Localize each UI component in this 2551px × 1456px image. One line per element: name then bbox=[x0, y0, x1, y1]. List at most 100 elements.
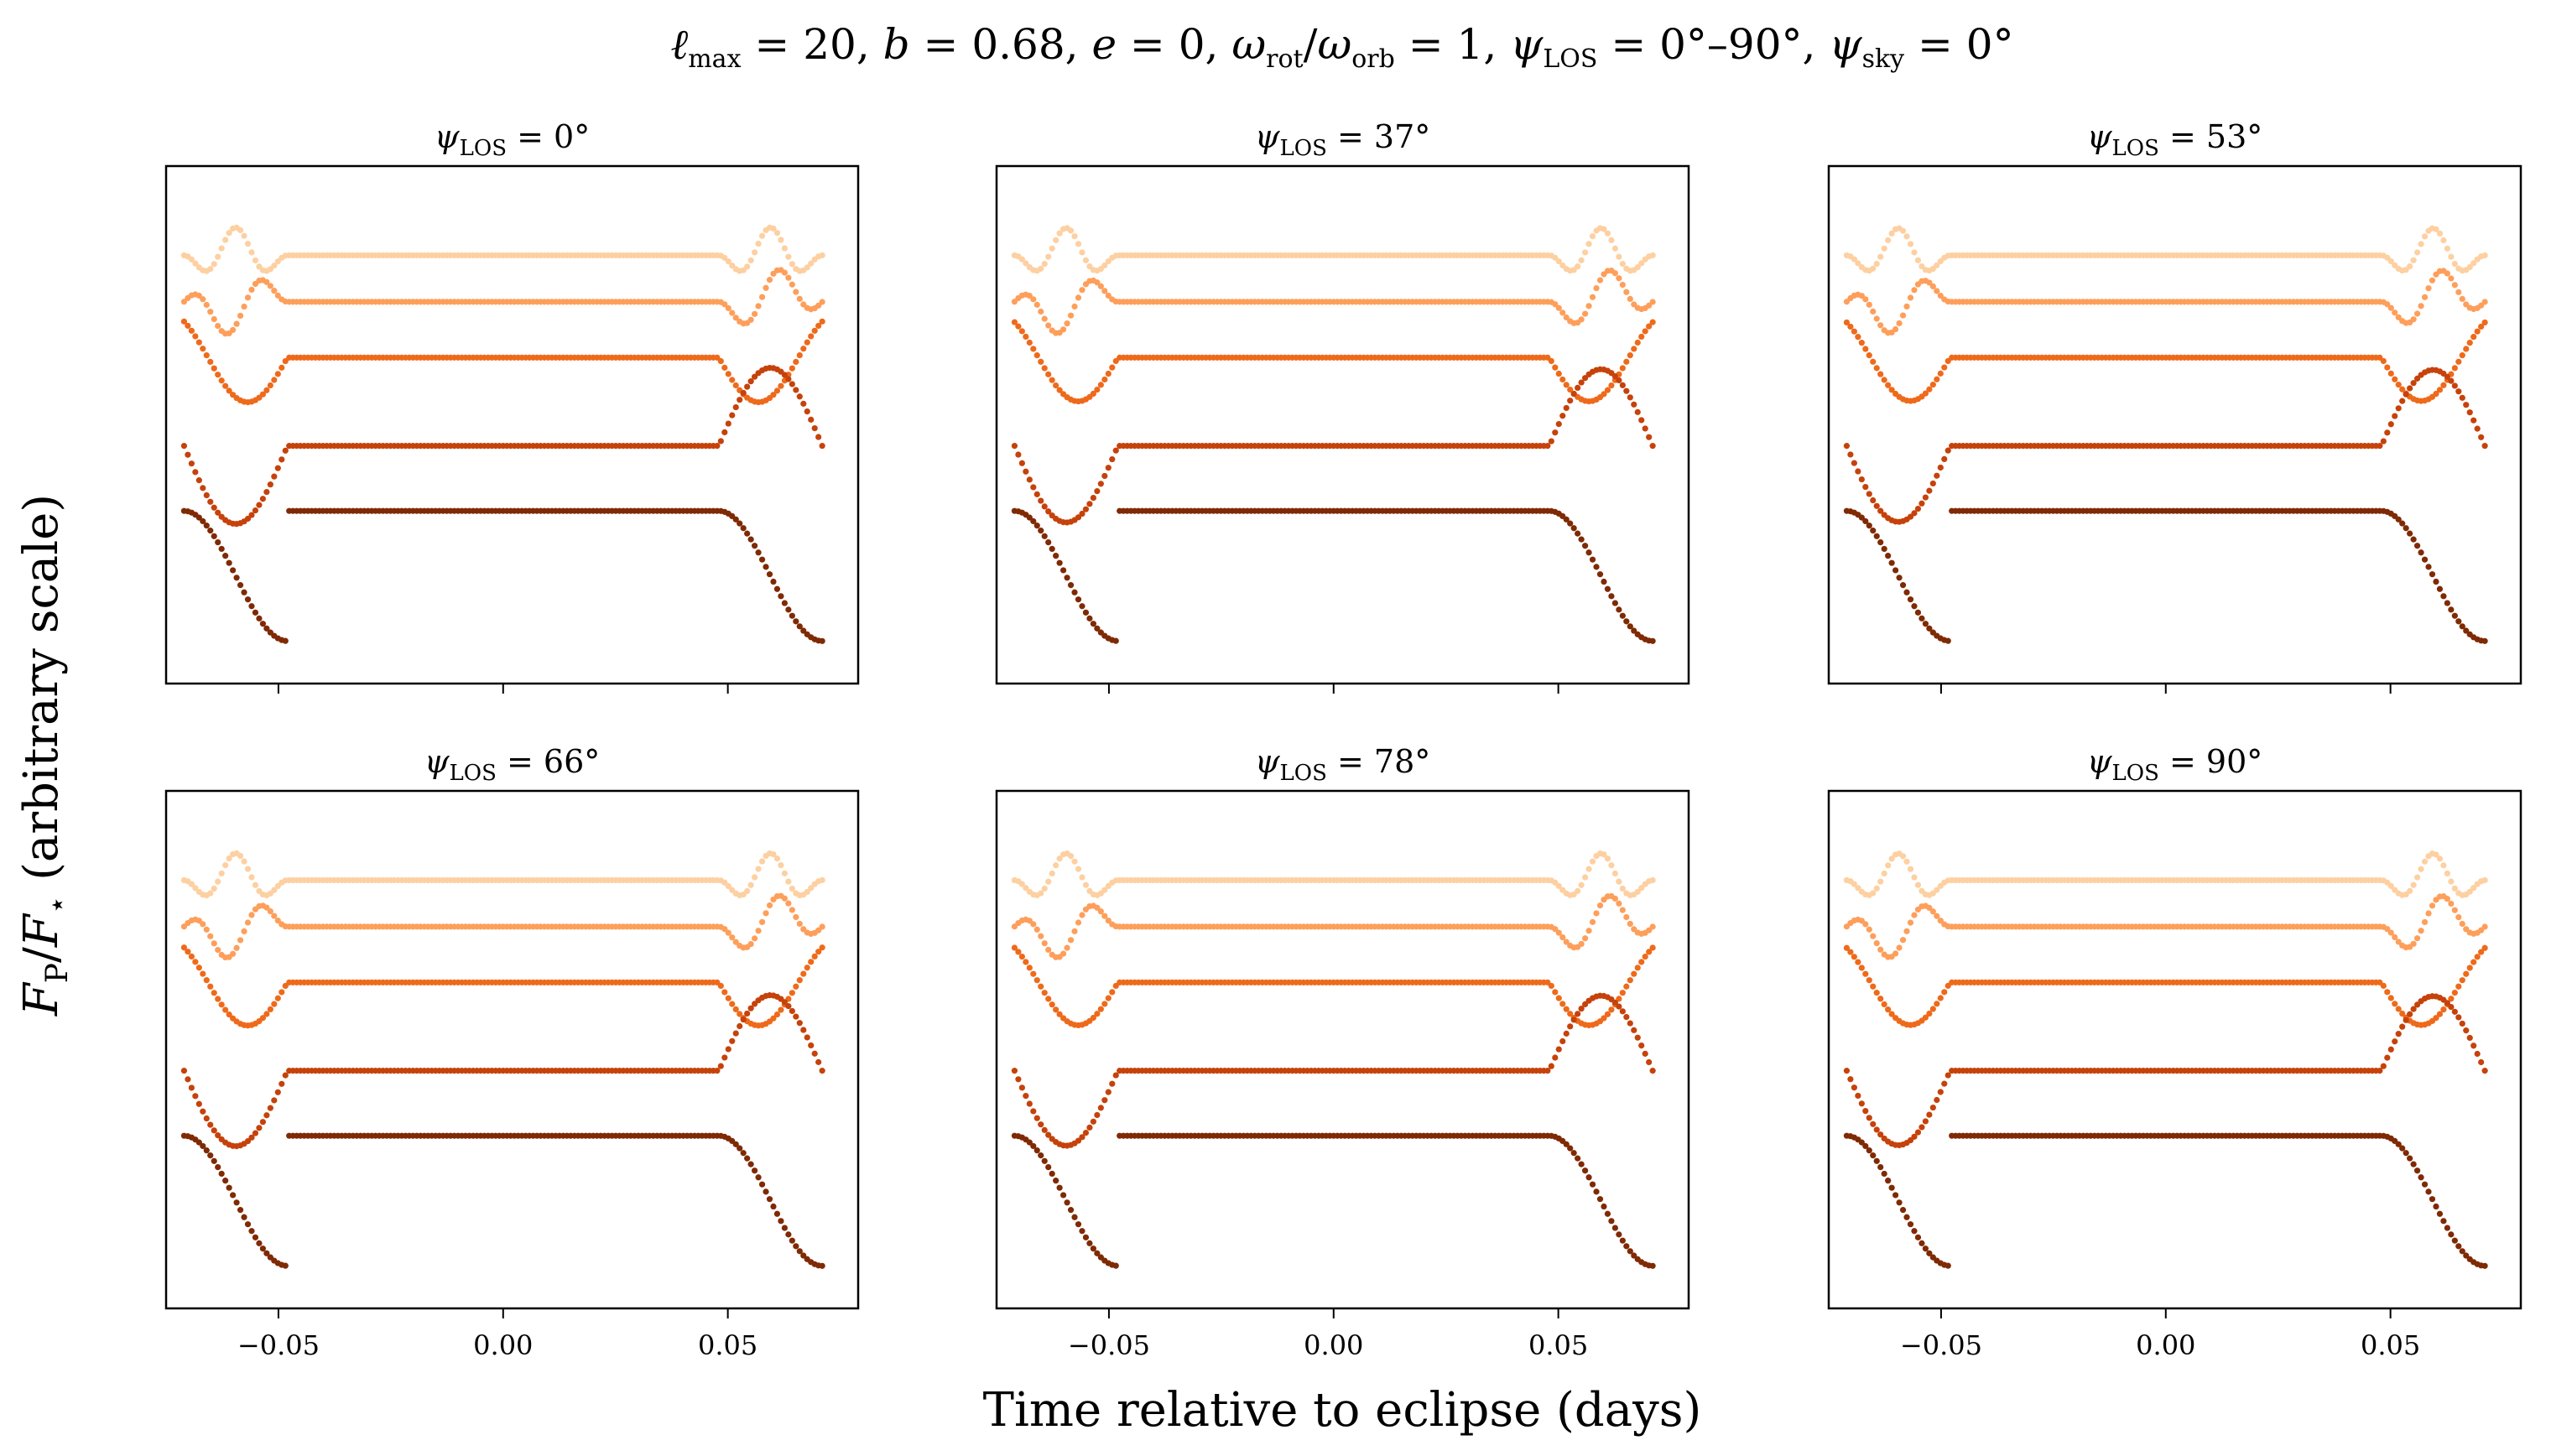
data-point bbox=[1877, 1131, 1884, 1138]
data-point bbox=[1109, 989, 1116, 996]
data-point bbox=[271, 1001, 278, 1007]
data-point bbox=[2421, 294, 2429, 300]
data-point bbox=[2399, 520, 2406, 527]
data-point bbox=[773, 230, 781, 237]
data-point bbox=[248, 1228, 255, 1235]
data-point bbox=[2403, 391, 2409, 398]
data-point bbox=[2463, 346, 2470, 352]
data-point bbox=[1866, 491, 1872, 497]
data-point bbox=[729, 263, 736, 269]
data-point bbox=[717, 982, 724, 990]
data-point bbox=[763, 284, 769, 291]
data-point bbox=[1067, 937, 1075, 944]
data-point bbox=[1090, 1245, 1096, 1252]
data-point bbox=[1623, 1013, 1630, 1021]
data-point bbox=[755, 866, 762, 872]
data-point bbox=[1079, 249, 1085, 256]
data-point bbox=[1575, 1155, 1581, 1162]
data-point bbox=[785, 1231, 792, 1238]
data-point bbox=[1885, 862, 1892, 869]
data-point bbox=[1907, 866, 1914, 872]
data-point bbox=[215, 996, 221, 1002]
data-point bbox=[1075, 1137, 1082, 1144]
data-point bbox=[1075, 596, 1082, 603]
data-point bbox=[1862, 296, 1869, 303]
panel: ψLOS = 78°−0.05 0.00 0.05 bbox=[995, 743, 1690, 1361]
panel: ψLOS = 37° bbox=[995, 118, 1690, 694]
data-point bbox=[2425, 285, 2432, 292]
data-point bbox=[1570, 391, 1577, 398]
data-point bbox=[226, 230, 232, 237]
data-point bbox=[793, 618, 799, 625]
data-point bbox=[207, 983, 214, 990]
data-point bbox=[1548, 1063, 1554, 1069]
data-point bbox=[2387, 304, 2394, 311]
data-point bbox=[717, 357, 724, 365]
data-point bbox=[215, 878, 221, 885]
data-point bbox=[188, 1084, 195, 1091]
data-point bbox=[1866, 977, 1872, 984]
data-point bbox=[1873, 885, 1880, 892]
data-point bbox=[267, 382, 273, 389]
data-point bbox=[195, 1100, 202, 1107]
data-point bbox=[2459, 920, 2465, 928]
data-point bbox=[1631, 627, 1637, 634]
series-4 bbox=[1011, 992, 1656, 1149]
data-point bbox=[180, 318, 188, 325]
data-point bbox=[1611, 870, 1618, 877]
data-point bbox=[793, 983, 799, 990]
data-point bbox=[1064, 944, 1070, 951]
data-point bbox=[1033, 491, 1040, 497]
data-point bbox=[1596, 571, 1604, 578]
data-point bbox=[1023, 885, 1029, 892]
data-point bbox=[2399, 398, 2406, 404]
data-point bbox=[1094, 625, 1101, 632]
data-point bbox=[729, 412, 736, 419]
data-point bbox=[781, 372, 788, 378]
data-point bbox=[796, 1248, 803, 1255]
data-point bbox=[729, 1001, 736, 1007]
data-point bbox=[1877, 253, 1884, 260]
data-point bbox=[1631, 401, 1637, 408]
data-point bbox=[747, 940, 754, 948]
data-point bbox=[1567, 1023, 1574, 1030]
data-point bbox=[1866, 523, 1872, 529]
data-point bbox=[770, 578, 777, 585]
data-point bbox=[1596, 1196, 1604, 1203]
data-point bbox=[1881, 377, 1887, 383]
data-point bbox=[804, 264, 810, 271]
data-point bbox=[1937, 995, 1944, 1001]
data-point bbox=[2481, 319, 2488, 326]
series-1 bbox=[180, 850, 825, 899]
data-point bbox=[1937, 464, 1944, 471]
data-point bbox=[222, 553, 229, 559]
data-point bbox=[200, 970, 206, 977]
data-point bbox=[1575, 384, 1581, 392]
data-point bbox=[203, 301, 210, 309]
data-point bbox=[725, 304, 731, 312]
data-point bbox=[237, 312, 244, 320]
data-point bbox=[1071, 589, 1078, 595]
data-point bbox=[267, 481, 273, 488]
data-point bbox=[796, 1020, 803, 1027]
data-point bbox=[274, 918, 281, 924]
data-point bbox=[1105, 292, 1112, 299]
data-point bbox=[2478, 949, 2485, 955]
data-point bbox=[2395, 405, 2402, 412]
data-point bbox=[185, 451, 191, 458]
data-point bbox=[804, 408, 810, 415]
data-point bbox=[1559, 933, 1566, 941]
data-point bbox=[256, 263, 263, 270]
data-point bbox=[1937, 1089, 1944, 1095]
data-point bbox=[1033, 352, 1040, 359]
data-point bbox=[1041, 940, 1048, 947]
data-point bbox=[222, 1006, 229, 1013]
data-point bbox=[1581, 249, 1589, 256]
data-point bbox=[1112, 447, 1119, 454]
data-point bbox=[1914, 1129, 1922, 1136]
data-point bbox=[1934, 1001, 1940, 1007]
data-point bbox=[1631, 1027, 1637, 1033]
data-point bbox=[744, 1010, 751, 1017]
data-point bbox=[218, 870, 225, 876]
data-point bbox=[1094, 386, 1101, 393]
